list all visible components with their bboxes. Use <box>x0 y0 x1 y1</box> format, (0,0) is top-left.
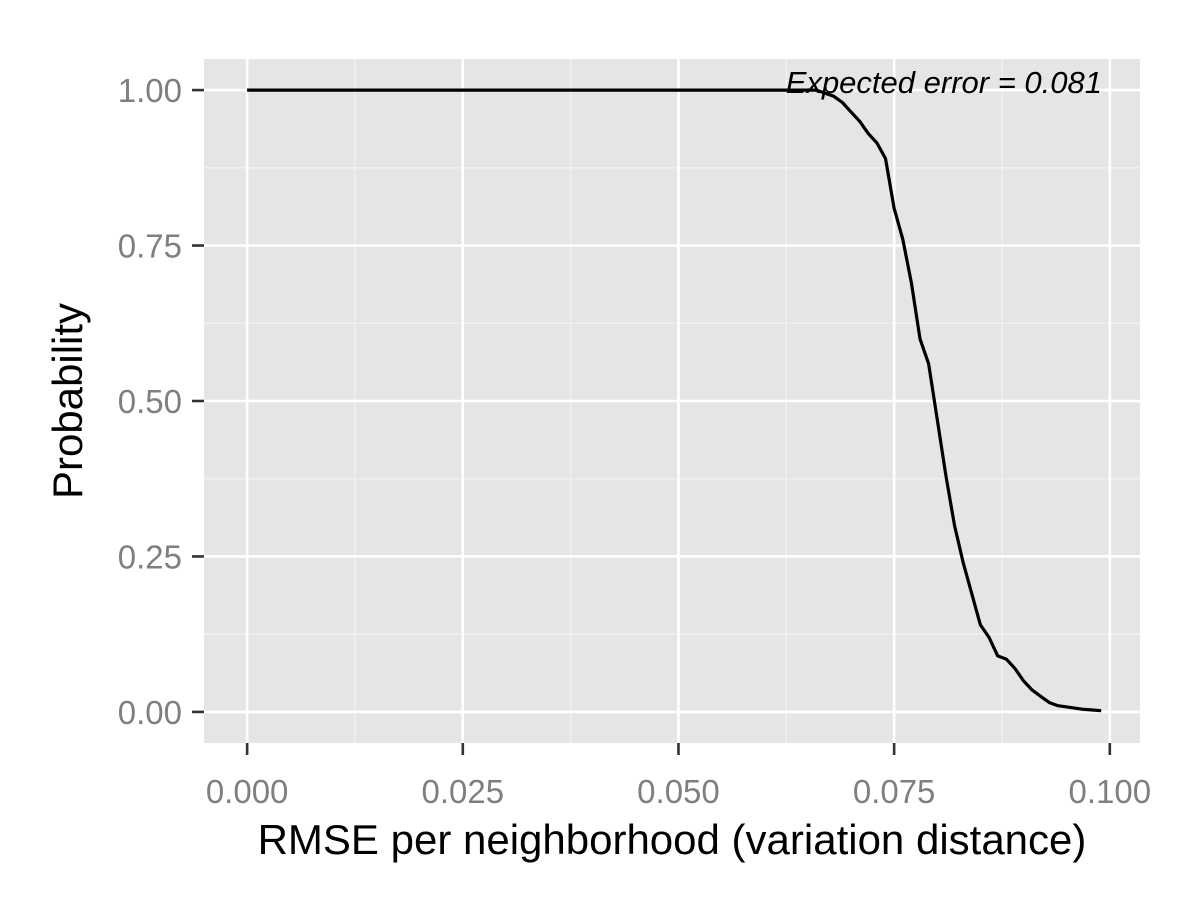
y-tick-label: 0.00 <box>118 694 182 731</box>
x-tick-label: 0.075 <box>853 773 936 810</box>
y-tick-label: 0.25 <box>118 538 182 575</box>
y-tick-label: 0.50 <box>118 383 182 420</box>
x-tick-label: 0.025 <box>422 773 505 810</box>
x-axis-tick-labels: 0.000 0.025 0.050 0.075 0.100 <box>206 773 1151 810</box>
series-line <box>247 88 1102 713</box>
x-tick-label: 0.050 <box>637 773 720 810</box>
y-tick-label: 1.00 <box>118 72 182 109</box>
y-tick-label: 0.75 <box>118 228 182 265</box>
annotation-text: Expected error = 0.081 <box>786 65 1102 100</box>
y-axis-title: Probability <box>44 303 91 499</box>
y-axis-tick-labels: 0.00 0.25 0.50 0.75 1.00 <box>118 72 182 731</box>
x-tick-label: 0.100 <box>1069 773 1152 810</box>
x-tick-label: 0.000 <box>206 773 289 810</box>
x-axis-title: RMSE per neighborhood (variation distanc… <box>258 816 1087 863</box>
axis-ticks <box>192 88 1112 755</box>
